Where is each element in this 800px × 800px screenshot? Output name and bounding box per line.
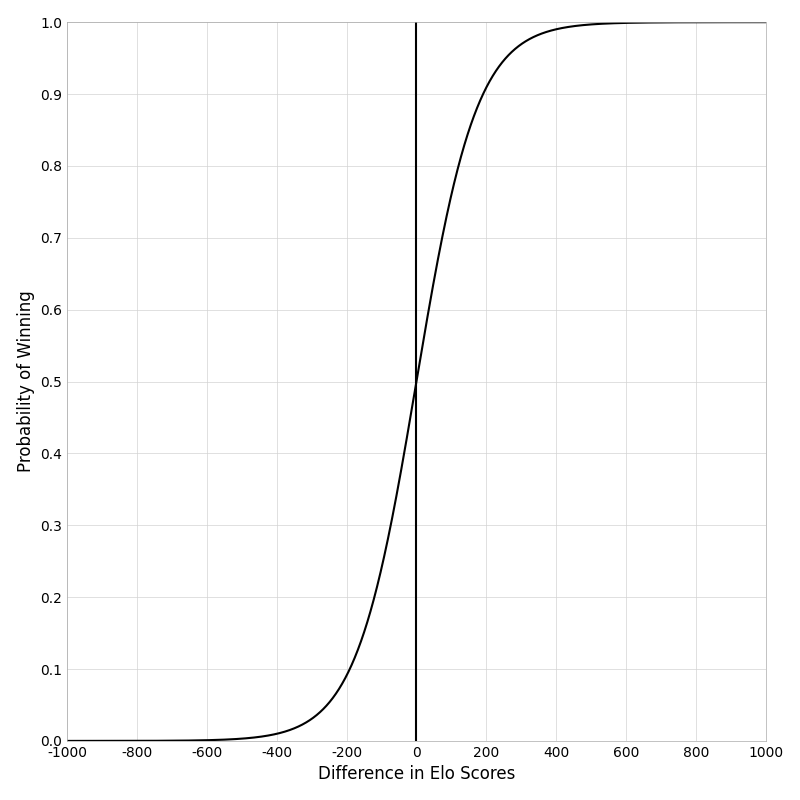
Y-axis label: Probability of Winning: Probability of Winning bbox=[17, 290, 34, 473]
X-axis label: Difference in Elo Scores: Difference in Elo Scores bbox=[318, 766, 515, 783]
